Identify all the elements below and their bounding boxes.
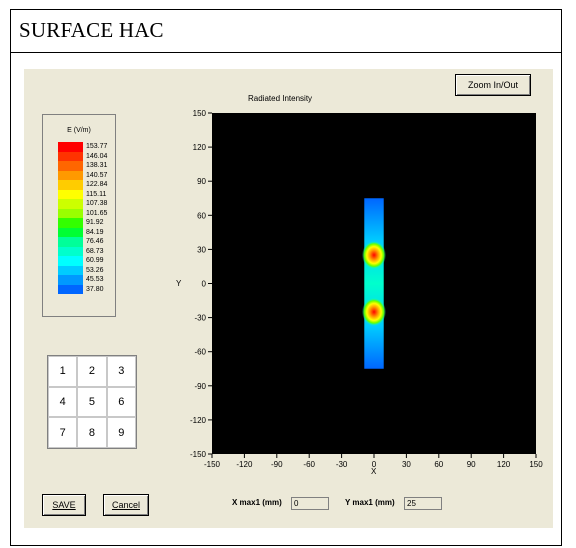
y-max-field[interactable]: 25 bbox=[404, 497, 442, 510]
legend-value: 45.53 bbox=[86, 276, 104, 283]
chart-title: Radiated Intensity bbox=[248, 94, 313, 103]
legend-swatch bbox=[58, 265, 83, 275]
legend-swatch bbox=[58, 227, 83, 237]
grid-cell-1[interactable]: 1 bbox=[48, 356, 78, 387]
legend-value: 115.11 bbox=[86, 190, 107, 198]
cancel-button-label: Cancel bbox=[111, 500, 140, 510]
grid-cell-2[interactable]: 2 bbox=[77, 356, 107, 387]
legend-value: 53.26 bbox=[86, 266, 104, 274]
legend-value: 84.19 bbox=[86, 228, 104, 236]
legend-value: 140.57 bbox=[86, 171, 108, 179]
legend-colorbar bbox=[58, 142, 83, 294]
legend-value: 76.46 bbox=[86, 238, 104, 245]
legend-value: 60.99 bbox=[86, 257, 104, 264]
cancel-button[interactable]: Cancel bbox=[103, 494, 149, 516]
legend-value: 37.80 bbox=[86, 285, 104, 293]
legend-swatch bbox=[58, 199, 83, 209]
page-title: SURFACE HAC bbox=[19, 18, 164, 42]
heatmap-plot bbox=[212, 113, 536, 454]
legend-value: 146.04 bbox=[86, 152, 108, 160]
grid-cell-5[interactable]: 5 bbox=[77, 386, 107, 418]
legend-labels: 153.77 146.04 138.31 140.57 122.84 115.11 107.… bbox=[86, 142, 107, 294]
color-legend: E (V/m) 153.77 146.04 138.31 140.57 122.84 11… bbox=[42, 114, 116, 317]
legend-swatch bbox=[58, 170, 83, 180]
legend-swatch bbox=[58, 237, 83, 247]
legend-value: 101.65 bbox=[86, 209, 108, 217]
legend-value: 68.73 bbox=[86, 247, 104, 255]
grid-cell-7[interactable]: 7 bbox=[48, 417, 78, 448]
x-max-field[interactable]: 0 bbox=[291, 497, 329, 510]
zoom-button[interactable]: Zoom In/Out bbox=[455, 74, 531, 96]
legend-swatch bbox=[58, 142, 83, 152]
grid-cell-3[interactable]: 3 bbox=[106, 356, 136, 387]
legend-swatch bbox=[58, 246, 83, 256]
top-strip bbox=[0, 0, 576, 9]
grid-cell-9[interactable]: 9 bbox=[106, 417, 136, 448]
grid-cell-6[interactable]: 6 bbox=[106, 386, 136, 418]
legend-swatch bbox=[58, 189, 83, 199]
legend-title: E (V/m) bbox=[67, 127, 91, 134]
legend-swatch bbox=[58, 180, 83, 190]
legend-swatch bbox=[58, 161, 83, 171]
legend-value: 91.92 bbox=[86, 219, 104, 226]
legend-swatch bbox=[58, 151, 83, 161]
x-axis-label: X bbox=[371, 467, 377, 476]
legend-swatch bbox=[58, 256, 83, 266]
legend-swatch bbox=[58, 218, 83, 228]
frame-title-row: SURFACE HAC bbox=[11, 10, 561, 53]
y-max-label: Y max1 (mm) bbox=[345, 498, 395, 507]
legend-value: 107.38 bbox=[86, 200, 108, 207]
save-button-label: SAVE bbox=[52, 500, 76, 510]
x-max-label: X max1 (mm) bbox=[232, 498, 282, 507]
legend-value: 122.84 bbox=[86, 181, 108, 188]
save-button[interactable]: SAVE bbox=[42, 494, 86, 516]
legend-value: 153.77 bbox=[86, 143, 108, 150]
legend-swatch bbox=[58, 208, 83, 218]
y-axis-label: Y bbox=[176, 279, 182, 288]
legend-value: 138.31 bbox=[86, 162, 108, 169]
grid-cell-8[interactable]: 8 bbox=[77, 417, 107, 448]
legend-swatch bbox=[58, 275, 83, 285]
legend-swatch bbox=[58, 284, 83, 294]
grid-cell-4[interactable]: 4 bbox=[48, 386, 78, 418]
